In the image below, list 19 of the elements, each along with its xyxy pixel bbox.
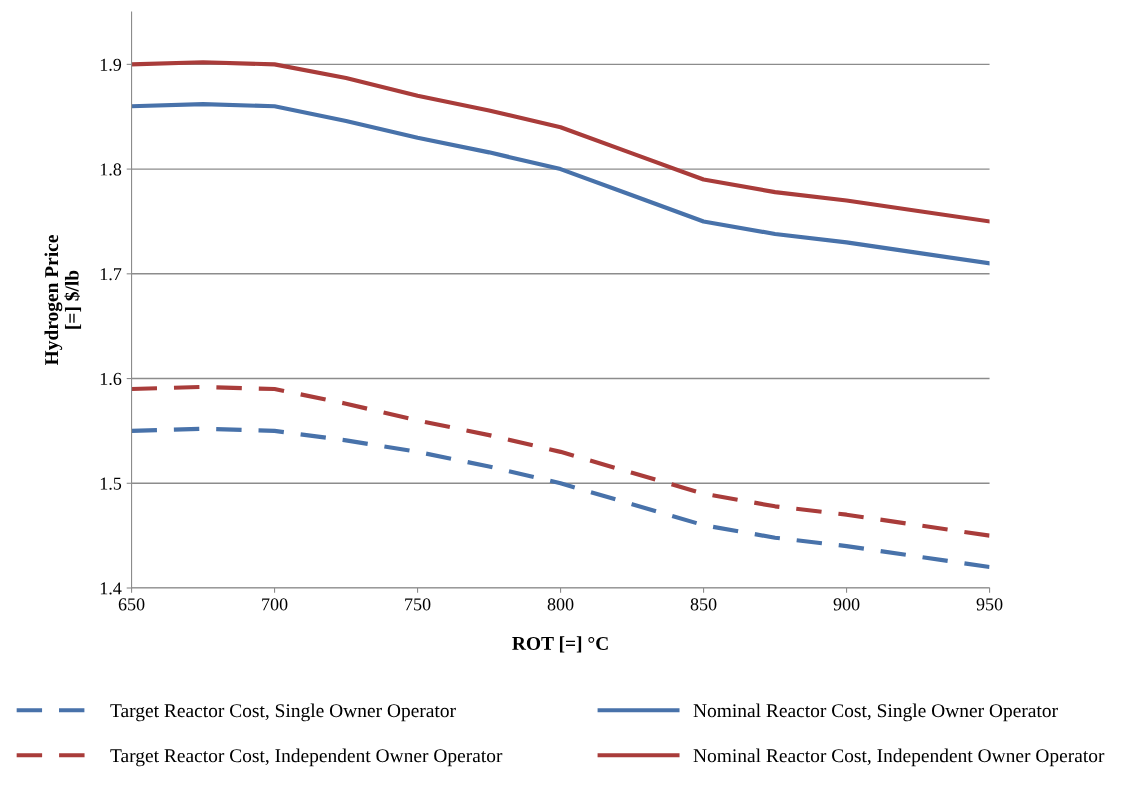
x-tick-label: 650: [118, 598, 145, 611]
x-tick-label: 900: [833, 598, 860, 611]
y-tick-label: 1.6: [100, 372, 122, 386]
y-tick-label: 1.5: [100, 477, 122, 490]
y-tick-label: 1.8: [100, 163, 122, 176]
y-axis-title: Hydrogen Price [=] $/lb: [44, 235, 82, 366]
x-tick-label: 750: [405, 598, 431, 611]
x-axis-title: ROT [=] °C: [512, 636, 608, 653]
legend-label: Target Reactor Cost, Independent Owner Operator: [110, 748, 503, 767]
y-tick-label: 1.4: [100, 582, 122, 595]
legend-label: Nominal Reactor Cost, Single Owner Operator: [693, 703, 1058, 722]
legend-label: Nominal Reactor Cost, Independent Owner Operator: [693, 748, 1105, 767]
x-tick-label: 700: [262, 598, 288, 611]
y-tick-label: 1.9: [100, 58, 122, 71]
x-tick-label: 800: [547, 598, 574, 611]
legend-label: Target Reactor Cost, Single Owner Operator: [110, 703, 456, 722]
y-tick-label: 1.7: [100, 268, 122, 281]
x-tick-label: 850: [690, 598, 717, 611]
x-tick-label: 950: [976, 598, 1003, 611]
